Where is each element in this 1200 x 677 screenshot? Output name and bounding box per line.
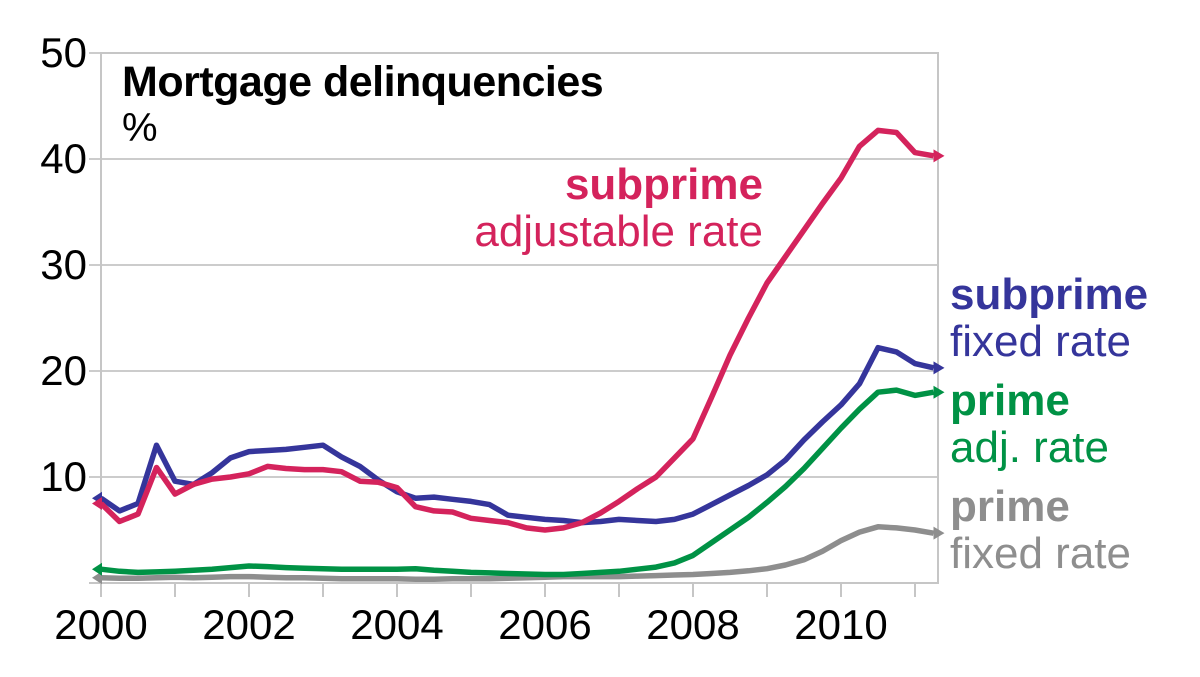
x-axis-tick-label: 2000 [54, 601, 148, 648]
y-axis-tick-label: 10 [40, 453, 87, 500]
y-axis-tick-label: 30 [40, 241, 87, 288]
y-axis-tick-label: 50 [40, 29, 87, 76]
x-axis-tick-label: 2008 [646, 601, 740, 648]
series-label-subprime-fixed: subprime fixed rate [950, 271, 1148, 365]
series-label-line2: adjustable rate [474, 207, 763, 256]
x-axis-tick-label: 2002 [202, 601, 296, 648]
series-label-line2: adj. rate [950, 423, 1109, 472]
x-axis-tick-label: 2010 [794, 601, 888, 648]
series-label-line2: fixed rate [950, 529, 1131, 578]
x-axis-tick-label: 2004 [350, 601, 444, 648]
y-axis-tick-label: 20 [40, 347, 87, 394]
series-label-line2: fixed rate [950, 317, 1131, 366]
chart-title: Mortgage delinquencies [122, 58, 604, 106]
series-label-prime-fixed: prime fixed rate [950, 483, 1131, 577]
series-label-line1: subprime [950, 270, 1149, 319]
series-label-line1: subprime [564, 160, 763, 209]
x-axis-tick-label: 2006 [498, 601, 592, 648]
series-label-line1: prime [950, 376, 1070, 425]
series-label-subprime-adjustable: subprime adjustable rate [474, 161, 763, 255]
unit-label: % [122, 106, 158, 150]
series-label-prime-adjustable: prime adj. rate [950, 377, 1109, 471]
series-label-line1: prime [950, 482, 1070, 531]
y-axis-tick-label: 40 [40, 135, 87, 182]
